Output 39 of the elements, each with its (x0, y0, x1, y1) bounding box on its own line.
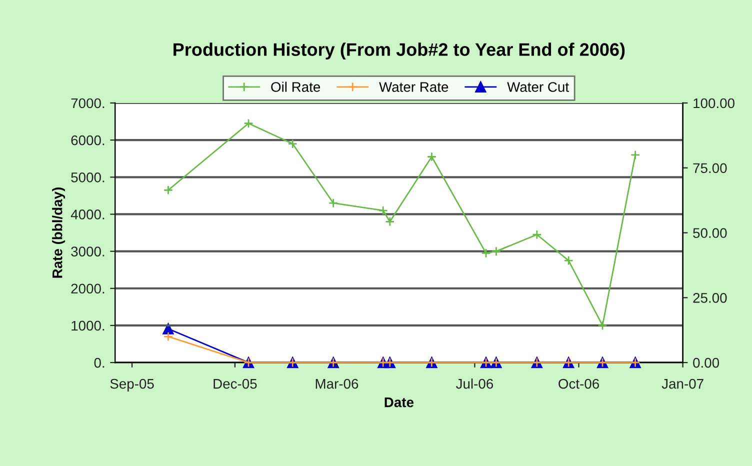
x-tick-label: Jul-06 (456, 378, 494, 389)
point (244, 118, 254, 128)
point (328, 198, 338, 208)
point (163, 185, 174, 195)
x-tick-label: Jan-07 (662, 378, 704, 389)
point (630, 150, 640, 160)
legend-label: Water Cut (507, 82, 569, 92)
y-tick-label: 1000. (72, 320, 104, 331)
y-tick-label: 6000. (71, 135, 104, 146)
x-axis-title: Date (384, 398, 414, 408)
point (532, 230, 542, 240)
point (426, 152, 437, 162)
legend-label: Oil Rate (271, 82, 320, 92)
point (564, 256, 574, 266)
x-tick-label: Mar-06 (316, 378, 358, 389)
y2-tick-label: 100.00 (694, 98, 734, 108)
y-tick-label: 3000. (71, 246, 104, 256)
point (598, 320, 608, 330)
x-tick-label: Oct-06 (558, 378, 599, 389)
y-tick-label: 4000. (70, 210, 104, 220)
point (288, 138, 298, 149)
y2-tick-label: 75.00 (693, 163, 727, 174)
point (163, 332, 174, 342)
y2-tick-label: 0.00 (693, 358, 720, 368)
y-axis-title: Rate (bbl/day) (52, 188, 66, 278)
point (378, 206, 388, 216)
point (481, 248, 491, 258)
y2-tick-label: 50.00 (693, 228, 727, 238)
legend-label: Water Rate (379, 82, 448, 92)
y2-tick-label: 25.00 (693, 292, 727, 303)
point (491, 246, 502, 256)
y-tick-label: 2000. (71, 284, 104, 294)
y-tick-label: 7000. (71, 98, 104, 108)
chart-title: Production History (From Job#2 to Year End of 2006) (174, 42, 625, 60)
y-tick-label: 5000. (71, 172, 104, 182)
point (385, 216, 395, 227)
x-tick-label: Dec-05 (214, 378, 257, 389)
x-tick-label: Sep-05 (110, 378, 154, 392)
y-tick-label: 0. (94, 358, 104, 368)
